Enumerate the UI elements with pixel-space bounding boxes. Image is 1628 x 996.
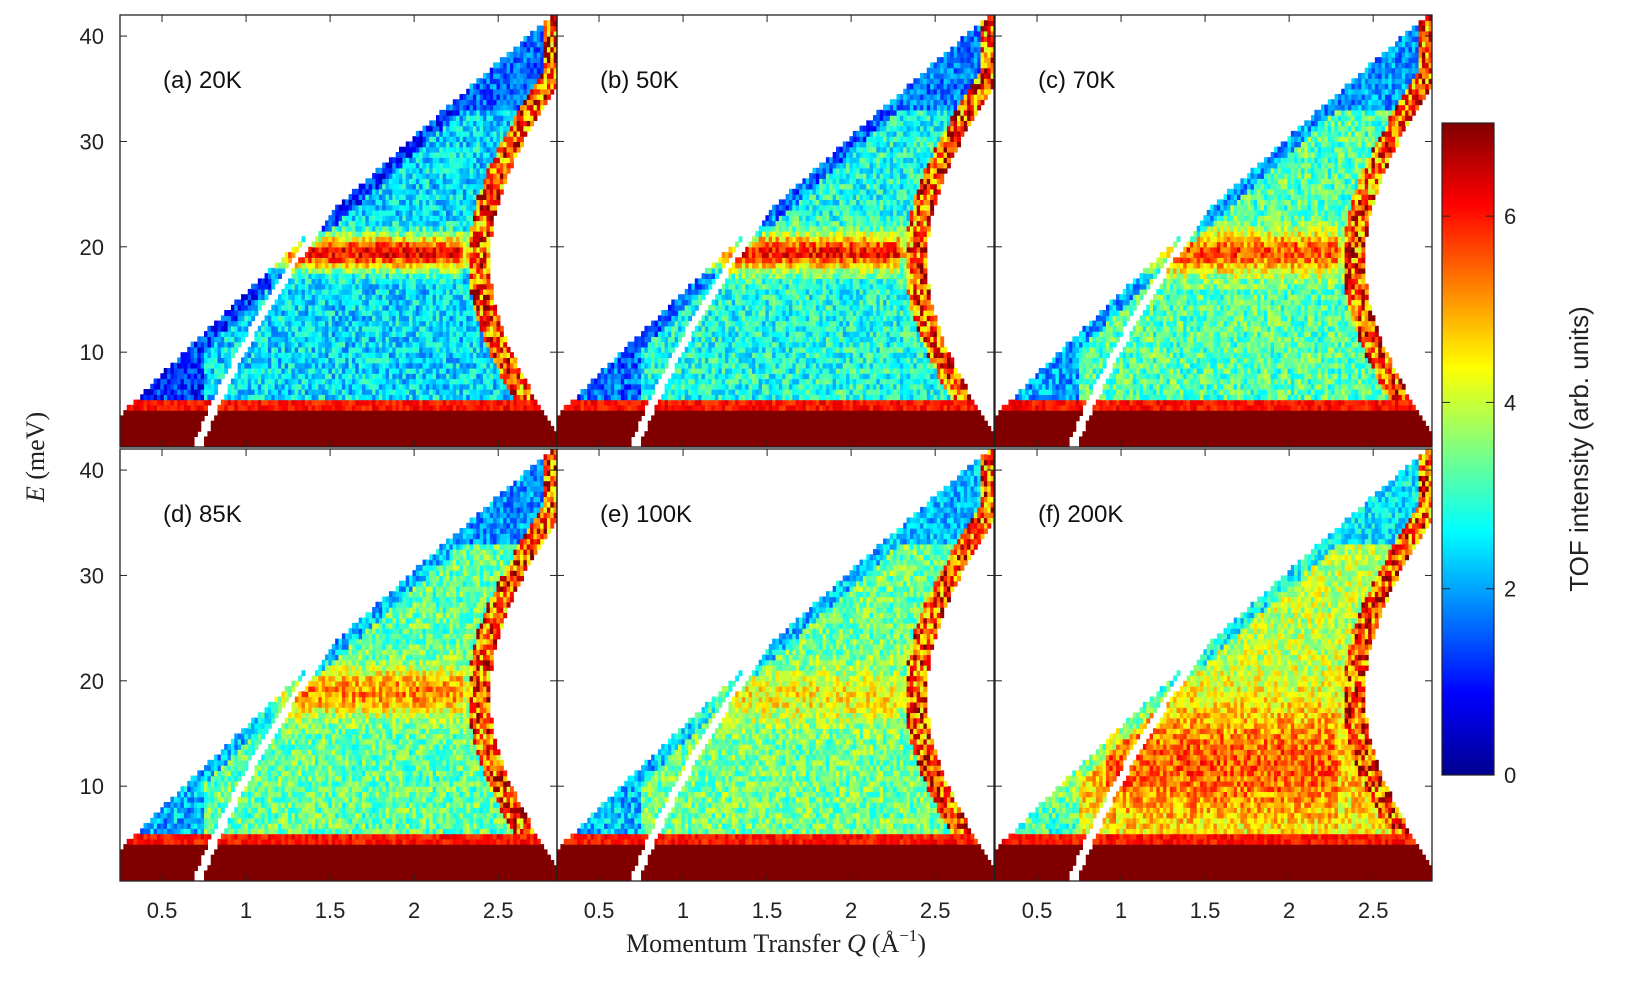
panel-label: (c) 70K [1038, 67, 1115, 94]
panel-d: (d) 85K [119, 448, 558, 882]
panel-ticks [995, 15, 1432, 447]
x-tick-label: 1 [677, 898, 689, 923]
x-tick-label: 1.5 [315, 898, 346, 923]
y-axis: 10 20 30 40 10 20 30 40 [80, 24, 104, 799]
y-tick-label: 20 [80, 669, 104, 694]
y-tick-label: 30 [80, 563, 104, 588]
panel-frame [556, 448, 995, 882]
heatmap [120, 449, 557, 881]
colorbar-tick-label: 6 [1504, 204, 1516, 229]
panel-c: (c) 70K [994, 14, 1433, 448]
colorbar-tick-label: 4 [1504, 390, 1516, 415]
panel-ticks [557, 15, 994, 447]
panel-label: (f) 200K [1038, 501, 1123, 528]
panel-label: (d) 85K [163, 501, 242, 528]
y-tick-label: 40 [80, 24, 104, 49]
heatmap [557, 15, 994, 447]
panel-ticks [120, 15, 557, 447]
panel-a: (a) 20K [119, 14, 558, 448]
x-tick-label: 0.5 [147, 898, 178, 923]
panel-label: (b) 50K [600, 67, 679, 94]
y-axis-title: E (meV) [21, 412, 50, 503]
x-tick-label: 1 [240, 898, 252, 923]
panel-grid: (a) 20K (b) 50K (c) 70K (d) 85K (e) 100K (f) … [119, 14, 1433, 882]
panel-ticks [995, 449, 1432, 881]
panel-label: (e) 100K [600, 501, 692, 528]
panel-frame [994, 14, 1433, 448]
colorbar-title: TOF intensity (arb. units) [1564, 306, 1594, 592]
heatmap [995, 449, 1432, 881]
y-tick-label: 10 [80, 340, 104, 365]
panel-label: (a) 20K [163, 67, 242, 94]
heatmap [557, 449, 994, 881]
panel-frame [556, 14, 995, 448]
panel-ticks [557, 449, 994, 881]
x-tick-label: 0.5 [584, 898, 615, 923]
colorbar-tick-label: 2 [1504, 577, 1516, 602]
x-tick-label: 2 [1283, 898, 1295, 923]
panel-f: (f) 200K [994, 448, 1433, 882]
panel-e: (e) 100K [556, 448, 995, 882]
x-tick-label: 2 [845, 898, 857, 923]
colorbar-tick-label: 0 [1504, 763, 1516, 788]
x-tick-label: 1 [1115, 898, 1127, 923]
x-tick-label: 2.5 [483, 898, 514, 923]
panel-frame [994, 448, 1433, 882]
y-tick-label: 10 [80, 774, 104, 799]
heatmap [120, 15, 557, 447]
panel-ticks [120, 449, 557, 881]
panel-b: (b) 50K [556, 14, 995, 448]
y-tick-label: 40 [80, 458, 104, 483]
x-tick-label: 2.5 [920, 898, 951, 923]
x-tick-label: 1.5 [752, 898, 783, 923]
heatmap [995, 15, 1432, 447]
x-tick-label: 2.5 [1358, 898, 1389, 923]
x-tick-label: 1.5 [1190, 898, 1221, 923]
colorbar: 0 2 4 6 TOF intensity (arb. units) [1441, 122, 1594, 788]
x-axis-title: Momentum Transfer Q (Å−1) [626, 926, 926, 958]
y-tick-label: 30 [80, 129, 104, 154]
colorbar-gradient [1441, 122, 1495, 776]
y-tick-label: 20 [80, 235, 104, 260]
x-tick-label: 0.5 [1022, 898, 1053, 923]
x-axis: 0.5 1 1.5 2 2.5 0.5 1 1.5 2 2.5 0.5 1 1.5 2 2.5 [147, 898, 1389, 923]
x-tick-label: 2 [408, 898, 420, 923]
